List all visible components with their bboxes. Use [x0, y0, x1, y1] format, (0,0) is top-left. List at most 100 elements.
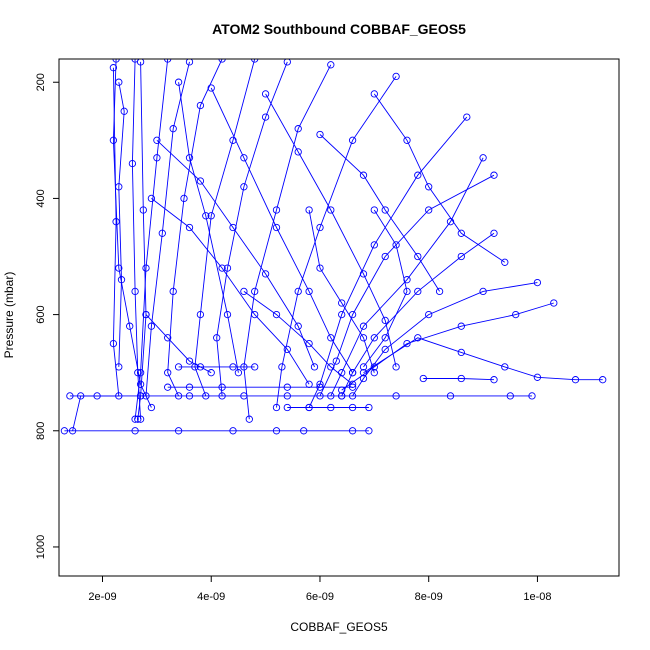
data-point	[370, 334, 378, 342]
y-axis-label: Pressure (mbar)	[2, 272, 16, 359]
series-28	[316, 130, 444, 296]
data-point	[381, 206, 389, 214]
data-point	[479, 287, 487, 296]
series-line	[210, 87, 353, 373]
data-point	[359, 363, 368, 371]
data-point	[599, 376, 607, 384]
data-point	[370, 206, 378, 214]
data-point	[512, 310, 520, 319]
series-30	[153, 136, 319, 371]
data-point	[294, 287, 302, 296]
data-point	[278, 363, 286, 371]
series-line	[363, 209, 408, 368]
data-point	[316, 264, 324, 272]
data-point	[185, 154, 194, 162]
data-point	[501, 258, 509, 266]
data-point	[490, 376, 498, 384]
series-18	[60, 427, 373, 435]
data-point	[327, 363, 335, 371]
data-point	[261, 270, 270, 278]
series-line	[178, 82, 239, 373]
series-21	[174, 363, 259, 371]
data-point	[365, 403, 373, 412]
series-line	[265, 93, 397, 368]
y-tick-label: 200	[35, 73, 47, 91]
data-point	[327, 206, 335, 214]
data-point	[392, 363, 400, 371]
data-point	[136, 59, 145, 66]
data-point	[164, 334, 172, 342]
data-point	[381, 334, 389, 342]
data-point	[392, 392, 400, 400]
series-24	[115, 78, 128, 371]
data-point	[272, 206, 281, 214]
data-point	[272, 403, 281, 412]
data-point	[327, 61, 335, 69]
data-point	[300, 427, 308, 435]
data-point	[571, 376, 580, 384]
data-point	[272, 223, 281, 232]
data-point	[403, 136, 411, 144]
data-point	[109, 64, 118, 72]
data-point	[283, 59, 291, 66]
y-tick-label: 800	[35, 422, 47, 440]
x-tick-label: 8e-09	[415, 591, 443, 603]
series-line	[308, 116, 468, 408]
series-line	[112, 59, 152, 408]
x-axis-label: COBBAF_GEOS5	[290, 620, 388, 634]
data-point	[185, 392, 194, 400]
data-point	[435, 287, 444, 296]
series-line	[194, 59, 256, 397]
data-point	[310, 363, 319, 371]
data-point	[457, 322, 465, 330]
data-point	[142, 310, 150, 319]
data-point	[196, 310, 205, 319]
data-point	[142, 264, 150, 272]
series-32	[142, 310, 215, 377]
data-point	[283, 345, 291, 354]
data-point	[251, 287, 259, 296]
data-point	[327, 403, 335, 412]
data-point	[381, 252, 389, 261]
data-point	[316, 223, 324, 232]
data-point	[414, 252, 422, 261]
data-point	[229, 136, 237, 144]
data-point	[338, 310, 346, 319]
data-point	[365, 427, 373, 435]
data-point	[207, 212, 215, 220]
data-point	[153, 136, 161, 144]
data-point	[316, 130, 324, 139]
series-5	[142, 59, 194, 400]
data-point	[272, 310, 281, 319]
data-point	[229, 223, 237, 232]
data-point	[109, 136, 118, 144]
data-point	[338, 392, 346, 400]
series-19	[66, 392, 536, 400]
data-point	[93, 392, 101, 400]
data-point	[305, 403, 313, 412]
series-line	[167, 59, 223, 397]
x-tick-label: 4e-09	[197, 591, 225, 603]
data-point	[414, 171, 422, 179]
x-tick-label: 2e-09	[88, 591, 116, 603]
y-tick-label: 600	[35, 305, 47, 323]
data-point	[348, 369, 357, 377]
data-point	[136, 369, 145, 377]
data-point	[136, 380, 145, 388]
data-point	[381, 316, 389, 325]
data-point	[174, 78, 183, 86]
data-point	[403, 287, 411, 296]
data-point	[139, 206, 147, 214]
data-point	[490, 171, 498, 179]
data-point	[457, 252, 465, 261]
data-point	[348, 136, 357, 144]
data-point	[327, 334, 335, 342]
data-point	[117, 276, 126, 284]
data-point	[528, 392, 536, 400]
data-point	[294, 148, 302, 156]
data-point	[501, 363, 509, 371]
data-point	[359, 374, 368, 383]
data-point	[479, 154, 487, 162]
data-point	[229, 363, 237, 371]
